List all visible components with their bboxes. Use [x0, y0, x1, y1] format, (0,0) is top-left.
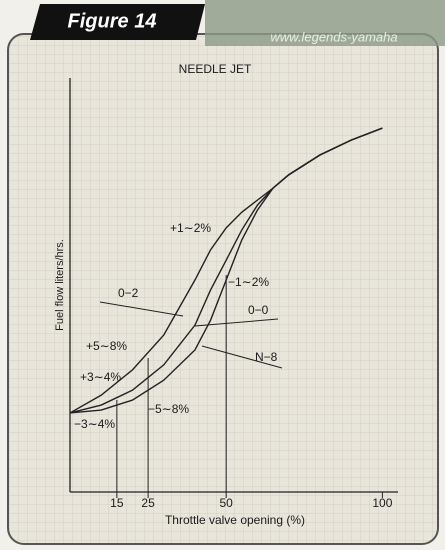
series-label: 0−2	[118, 286, 139, 300]
leader-line	[194, 318, 279, 327]
leader-line	[201, 345, 283, 369]
watermark-box	[205, 0, 445, 46]
annotation: −3∼4%	[74, 417, 115, 431]
chart-title: NEEDLE JET	[179, 62, 252, 76]
figure-label: Figure 14	[68, 10, 157, 32]
y-axis-label: Fuel flow liters/hrs.	[54, 239, 66, 331]
watermark: www.legends-yamaha	[270, 29, 397, 44]
annotation: −5∼8%	[148, 402, 189, 416]
series-label: N−8	[255, 350, 278, 364]
line-series	[69, 127, 383, 414]
x-tick-label: 100	[372, 496, 392, 510]
annotation: +1∼2%	[170, 221, 211, 235]
figure-tab	[30, 4, 205, 40]
annotation: +5∼8%	[86, 339, 127, 353]
annotation: +3∼4%	[80, 370, 121, 384]
x-axis-label: Throttle valve opening (%)	[165, 513, 305, 527]
series-label: 0−0	[248, 303, 269, 317]
x-tick-label: 50	[220, 496, 234, 510]
leader-line	[99, 301, 184, 317]
x-tick-label: 15	[110, 496, 124, 510]
annotation: −1∼2%	[228, 275, 269, 289]
x-tick-label: 25	[141, 496, 155, 510]
